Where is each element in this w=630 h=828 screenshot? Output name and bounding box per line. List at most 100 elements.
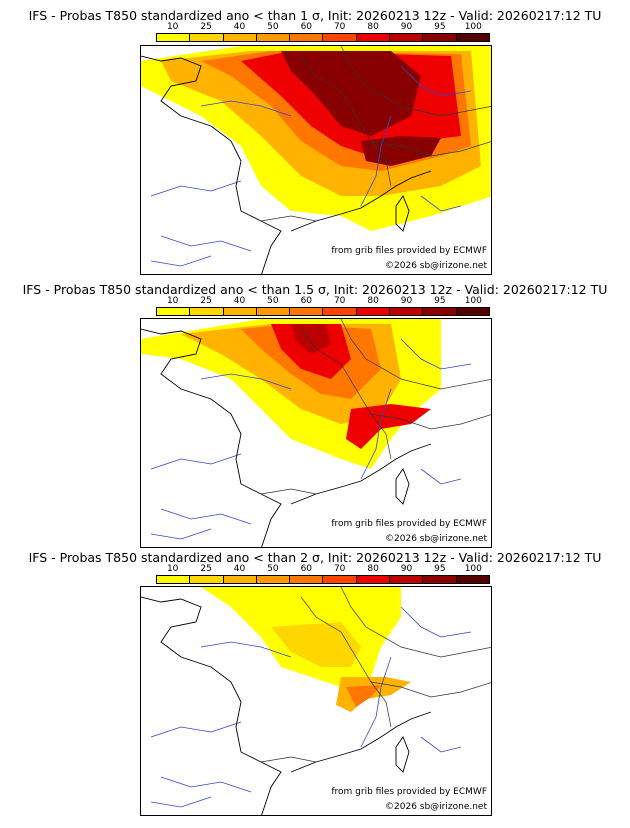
colorbar-swatch — [223, 34, 257, 41]
panel-title: IFS - Probas T850 standardized ano < tha… — [28, 8, 602, 23]
probability-area — [361, 136, 441, 166]
probability-area — [346, 685, 381, 707]
coastline — [290, 711, 432, 773]
border-line — [370, 140, 491, 157]
colorbar-tick-label: 80 — [367, 564, 379, 574]
probability-area — [346, 404, 431, 449]
copyright-credit: ©2026 sb@irizone.net — [385, 261, 487, 271]
colorbar-swatch — [290, 34, 324, 41]
panel-title: IFS - Probas T850 standardized ano < tha… — [28, 550, 602, 565]
border-line — [260, 215, 317, 222]
colorbar-tick-label: 95 — [434, 296, 446, 306]
river-line — [150, 180, 242, 197]
colorbar-tick-label: 60 — [300, 22, 313, 32]
colorbar-swatches — [156, 307, 490, 316]
river-line — [420, 736, 462, 753]
river-line — [360, 115, 392, 207]
river-line — [200, 100, 292, 117]
island-corsica — [395, 468, 410, 505]
colorbar-swatch — [190, 308, 224, 315]
colorbar-tick-label: 10 — [166, 22, 179, 32]
colorbar-tick-label: 95 — [434, 564, 446, 574]
colorbar-tick-label: 90 — [400, 296, 413, 306]
river-line — [160, 776, 252, 793]
colorbar: 10 25 40 50 60 70 80 90 95 100 — [156, 564, 490, 586]
island-corsica — [395, 195, 410, 232]
source-credit: from grib files provided by ECMWF — [331, 246, 487, 256]
map-canvas — [141, 319, 491, 547]
colorbar-tick-label: 100 — [464, 296, 482, 306]
colorbar-tick-label: 80 — [367, 22, 379, 32]
colorbar-labels: 10 25 40 50 60 70 80 90 95 100 — [156, 22, 490, 32]
colorbar-labels: 10 25 40 50 60 70 80 90 95 100 — [156, 296, 490, 306]
border-line — [300, 328, 392, 460]
border-line — [370, 413, 491, 430]
border-line — [370, 681, 491, 698]
river-line — [360, 656, 392, 748]
colorbar-tick-label: 40 — [233, 564, 246, 574]
colorbar-swatches — [156, 33, 490, 42]
probability-area — [281, 51, 421, 136]
colorbar-swatch — [190, 34, 224, 41]
colorbar-tick-label: 10 — [166, 296, 179, 306]
colorbar-tick-label: 40 — [233, 22, 246, 32]
border-line — [300, 55, 392, 187]
colorbar-swatch — [356, 308, 391, 315]
colorbar-swatch — [223, 308, 257, 315]
colorbar-swatch — [323, 34, 357, 41]
colorbar-swatch — [423, 34, 457, 41]
colorbar-tick-label: 50 — [267, 22, 279, 32]
river-line — [400, 65, 472, 97]
panel-title: IFS - Probas T850 standardized ano < tha… — [22, 282, 608, 297]
river-line — [400, 338, 472, 370]
river-line — [150, 528, 212, 540]
border-line — [300, 596, 392, 728]
coastline — [141, 55, 282, 274]
river-line — [150, 796, 212, 808]
coastline — [290, 443, 432, 505]
river-line — [200, 641, 292, 658]
border-line — [340, 46, 491, 117]
river-line — [420, 195, 462, 212]
coastline — [141, 328, 282, 547]
border-line — [340, 319, 491, 390]
border-line — [260, 488, 317, 495]
colorbar-tick-label: 25 — [200, 22, 212, 32]
source-credit: from grib files provided by ECMWF — [331, 787, 487, 797]
colorbar-tick-label: 95 — [434, 22, 446, 32]
river-line — [150, 255, 212, 267]
probability-map: from grib files provided by ECMWF ©2026 … — [140, 586, 492, 816]
colorbar-swatch — [390, 34, 424, 41]
colorbar-swatch — [456, 34, 489, 41]
colorbar-swatch — [423, 576, 457, 583]
colorbar-swatch — [390, 576, 424, 583]
colorbar-swatch — [356, 576, 391, 583]
colorbar-labels: 10 25 40 50 60 70 80 90 95 100 — [156, 564, 490, 574]
colorbar-tick-label: 25 — [200, 296, 212, 306]
colorbar-tick-label: 80 — [367, 296, 379, 306]
colorbar-swatch — [456, 576, 489, 583]
river-line — [160, 508, 252, 525]
river-line — [150, 721, 242, 738]
colorbar: 10 25 40 50 60 70 80 90 95 100 — [156, 296, 490, 318]
map-panel-1sigma: IFS - Probas T850 standardized ano < tha… — [0, 0, 630, 276]
border-line — [340, 587, 491, 658]
colorbar-tick-label: 100 — [464, 564, 482, 574]
colorbar-swatch — [256, 576, 291, 583]
map-panel-1-5sigma: IFS - Probas T850 standardized ano < tha… — [0, 274, 630, 550]
colorbar-swatch — [323, 308, 357, 315]
colorbar-swatch — [256, 308, 291, 315]
colorbar-tick-label: 60 — [300, 564, 313, 574]
colorbar-swatch — [356, 34, 391, 41]
colorbar-swatch — [190, 576, 224, 583]
colorbar-tick-label: 25 — [200, 564, 212, 574]
colorbar-swatch — [157, 576, 191, 583]
river-line — [420, 468, 462, 485]
probability-map: from grib files provided by ECMWF ©2026 … — [140, 318, 492, 548]
colorbar-swatch — [157, 34, 191, 41]
colorbar-tick-label: 40 — [233, 296, 246, 306]
colorbar-tick-label: 50 — [267, 564, 279, 574]
probability-map: from grib files provided by ECMWF ©2026 … — [140, 45, 492, 275]
copyright-credit: ©2026 sb@irizone.net — [385, 802, 487, 812]
colorbar-swatch — [456, 308, 489, 315]
